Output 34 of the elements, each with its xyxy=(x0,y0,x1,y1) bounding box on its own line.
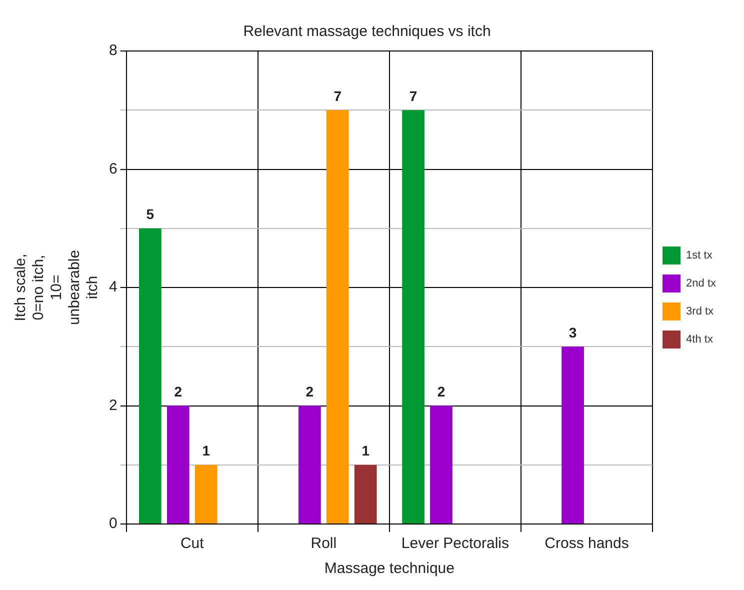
x-tick-label: Lever Pectoralis xyxy=(401,535,509,552)
y-tick-label: 6 xyxy=(109,160,118,178)
data-label: 3 xyxy=(568,324,577,340)
bar xyxy=(326,110,349,524)
x-tick-label: Roll xyxy=(310,535,337,552)
bar xyxy=(298,406,321,524)
data-label: 2 xyxy=(437,384,446,400)
y-tick-label: 4 xyxy=(109,278,118,296)
x-axis-title: Massage technique xyxy=(324,560,454,578)
x-tick-label: Cross hands xyxy=(544,535,629,552)
data-label: 1 xyxy=(362,442,370,459)
bar xyxy=(562,346,584,524)
data-label: 1 xyxy=(202,442,210,459)
data-label: 7 xyxy=(334,88,342,104)
bar xyxy=(430,406,452,524)
chart-title: Relevant massage techniques vs itch xyxy=(243,23,491,40)
bar xyxy=(139,228,162,524)
bar xyxy=(166,406,190,524)
data-label: 2 xyxy=(306,384,314,400)
y-tick-label: 8 xyxy=(109,42,118,60)
bar xyxy=(402,110,424,524)
legend-label: 4th tx xyxy=(686,334,714,346)
bar xyxy=(194,464,218,524)
y-tick-label: 0 xyxy=(109,515,118,532)
legend-label: 2nd tx xyxy=(686,278,716,290)
legend-label: 1st tx xyxy=(686,250,713,262)
data-label: 5 xyxy=(146,206,154,222)
y-tick-label: 2 xyxy=(109,396,118,414)
y-axis-title: Itch scale, 0=no itch, 10= unbearable itch xyxy=(12,250,102,326)
data-label: 7 xyxy=(409,88,418,104)
bar xyxy=(354,464,377,524)
legend-label: 3rd tx xyxy=(686,306,714,318)
x-tick-label: Cut xyxy=(180,535,205,552)
data-label: 2 xyxy=(174,384,182,400)
